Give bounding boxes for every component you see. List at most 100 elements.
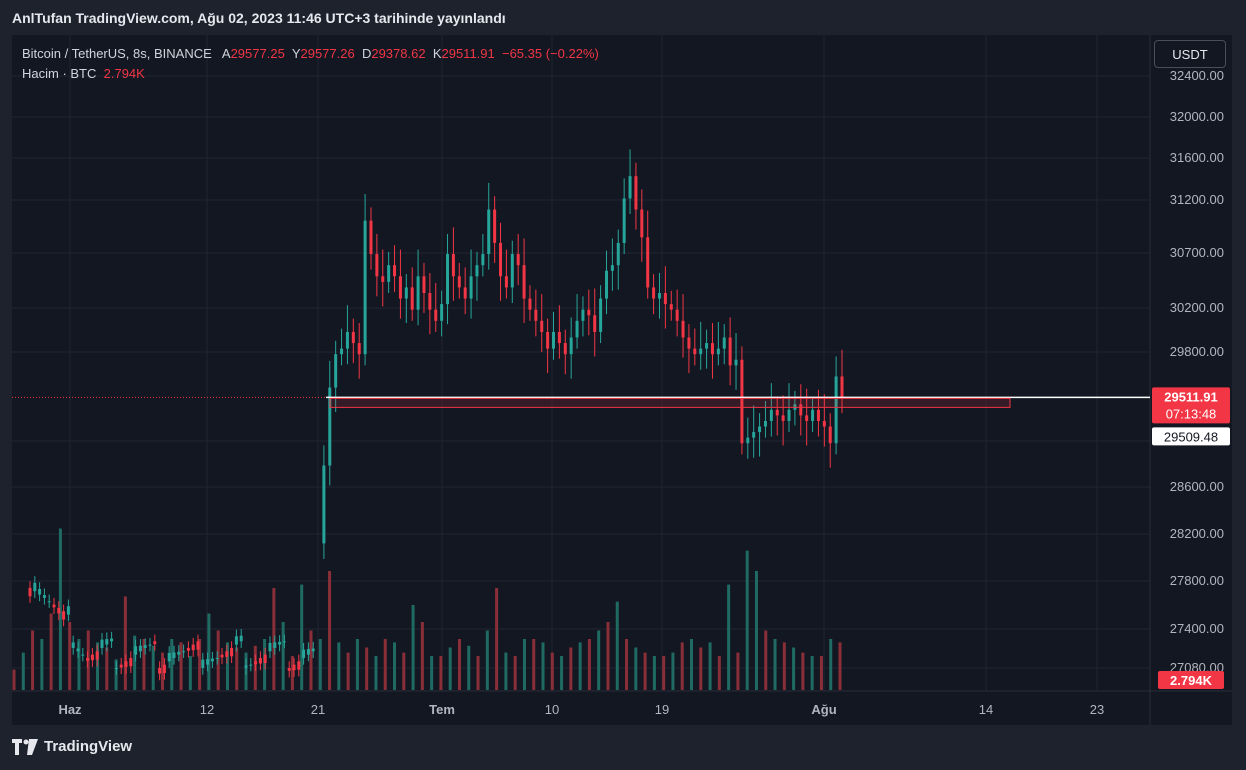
volume-bar bbox=[225, 642, 229, 690]
candle-body bbox=[516, 254, 520, 266]
volume-bar bbox=[773, 639, 777, 690]
volume-bar bbox=[393, 642, 397, 690]
reference-price-value: 29509.48 bbox=[1164, 429, 1218, 444]
volume-bar bbox=[819, 656, 823, 690]
tradingview-logo-icon bbox=[12, 738, 38, 755]
candle-body bbox=[201, 659, 205, 668]
candle-body bbox=[158, 668, 162, 674]
candle-body bbox=[311, 648, 315, 652]
candle-body bbox=[86, 657, 90, 661]
volume-bar bbox=[68, 622, 72, 690]
candle-body bbox=[522, 265, 526, 299]
volume-bar bbox=[634, 647, 638, 690]
candle-body bbox=[292, 664, 296, 671]
candle-body bbox=[138, 645, 142, 652]
candle-body bbox=[278, 641, 282, 645]
candle-body bbox=[581, 309, 585, 321]
volume-bar bbox=[346, 652, 350, 690]
volume-bar bbox=[690, 639, 694, 690]
candle-body bbox=[710, 343, 714, 355]
candle-body bbox=[457, 276, 461, 288]
symbol-label[interactable]: Bitcoin / TetherUS, 8s, BINANCE bbox=[22, 46, 212, 61]
candle-body bbox=[569, 337, 573, 355]
volume-bar bbox=[21, 652, 25, 690]
volume-bar bbox=[411, 605, 415, 690]
candle-body bbox=[363, 220, 367, 355]
candle-body bbox=[76, 648, 80, 652]
volume-bar bbox=[457, 639, 461, 690]
volume-bar bbox=[578, 642, 582, 690]
volume-bar bbox=[170, 639, 174, 690]
volume-bar bbox=[49, 613, 53, 690]
volume-label[interactable]: Hacim · BTC bbox=[22, 66, 97, 81]
candle-body bbox=[816, 409, 820, 421]
candle-body bbox=[652, 287, 656, 299]
candle-body bbox=[134, 646, 138, 655]
candle-body bbox=[95, 651, 99, 660]
volume-bar bbox=[597, 630, 601, 690]
candle-body bbox=[196, 641, 200, 650]
currency-button[interactable]: USDT bbox=[1154, 40, 1226, 68]
ohlc-legend: Bitcoin / TetherUS, 8s, BINANCE A29577.2… bbox=[22, 46, 599, 61]
candle-body bbox=[239, 635, 243, 642]
candle-body bbox=[182, 651, 186, 653]
candle-body bbox=[799, 404, 803, 416]
candle-body bbox=[740, 359, 744, 444]
candle-body bbox=[124, 661, 128, 667]
chart-panel[interactable]: 32400.00 32000.00 31600.00 31200.00 30700.00… bbox=[12, 35, 1232, 725]
candle-body bbox=[387, 265, 391, 282]
candle-body bbox=[646, 237, 650, 288]
candle-body bbox=[534, 309, 538, 321]
volume-bar bbox=[625, 639, 629, 690]
candle-body bbox=[587, 309, 591, 316]
candle-body bbox=[787, 409, 791, 421]
volume-bar bbox=[560, 656, 564, 690]
volume-bar bbox=[736, 652, 740, 690]
candle-body bbox=[540, 320, 544, 332]
candle-body bbox=[340, 348, 344, 355]
volume-bar bbox=[309, 630, 313, 690]
candle-body bbox=[840, 376, 844, 398]
candle-body bbox=[114, 668, 118, 669]
candle-body bbox=[416, 276, 420, 310]
candle-body bbox=[434, 309, 438, 321]
low-label: D bbox=[361, 46, 372, 61]
candle-body bbox=[828, 426, 832, 444]
volume-bar bbox=[717, 656, 721, 690]
support-zone-rectangle[interactable] bbox=[329, 397, 1011, 408]
candle-body bbox=[422, 276, 426, 293]
candle-body bbox=[657, 292, 661, 299]
candle-body bbox=[834, 376, 838, 444]
candle-body bbox=[528, 298, 532, 310]
candle-body bbox=[375, 254, 379, 277]
candle-body bbox=[687, 337, 691, 349]
candle-body bbox=[263, 654, 267, 663]
volume-bar bbox=[439, 656, 443, 690]
time-axis-label: 21 bbox=[311, 702, 325, 717]
volume-bar bbox=[207, 613, 211, 690]
candle-body bbox=[599, 298, 603, 332]
volume-bar bbox=[504, 652, 508, 690]
price-axis-label: 30200.00 bbox=[1170, 300, 1224, 315]
volume-bar bbox=[810, 656, 814, 690]
candle-body bbox=[722, 337, 726, 349]
price-chart[interactable]: 32400.00 32000.00 31600.00 31200.00 30700.00… bbox=[12, 35, 1232, 725]
open-value: 29577.25 bbox=[230, 46, 285, 61]
volume-bar bbox=[754, 571, 758, 690]
candle-body bbox=[258, 657, 262, 664]
candle-body bbox=[66, 606, 70, 615]
volume-bar bbox=[114, 659, 118, 690]
time-axis-label: 23 bbox=[1090, 702, 1104, 717]
candle-body bbox=[734, 359, 738, 366]
candle-body bbox=[33, 582, 37, 592]
volume-bar bbox=[495, 588, 499, 690]
time-axis-label: 10 bbox=[545, 702, 559, 717]
time-axis-label: 19 bbox=[655, 702, 669, 717]
candle-body bbox=[728, 337, 732, 366]
candle-body bbox=[287, 668, 291, 671]
footer-brand[interactable]: TradingView bbox=[12, 738, 132, 755]
publish-header: AnlTufan TradingView.com, Ağu 02, 2023 1… bbox=[12, 10, 506, 26]
volume-bar bbox=[430, 656, 434, 690]
volume-bar bbox=[838, 642, 842, 690]
volume-bar bbox=[699, 647, 703, 690]
